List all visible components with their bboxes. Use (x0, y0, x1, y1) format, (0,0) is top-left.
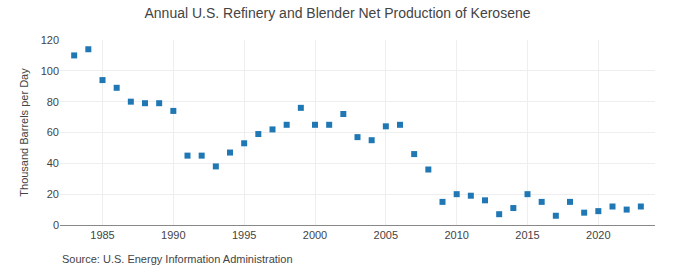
svg-text:Thousand Barrels per Day: Thousand Barrels per Day (18, 68, 30, 197)
svg-text:1990: 1990 (161, 229, 185, 241)
svg-text:80: 80 (47, 96, 59, 108)
svg-text:2010: 2010 (444, 229, 468, 241)
svg-text:0: 0 (53, 219, 59, 231)
svg-text:60: 60 (47, 126, 59, 138)
svg-text:2020: 2020 (586, 229, 610, 241)
svg-text:1985: 1985 (90, 229, 114, 241)
svg-text:120: 120 (41, 34, 59, 46)
svg-text:40: 40 (47, 157, 59, 169)
svg-text:2015: 2015 (515, 229, 539, 241)
svg-text:Annual U.S. Refinery and Blend: Annual U.S. Refinery and Blender Net Pro… (144, 5, 530, 21)
svg-text:Source: U.S. Energy Informatio: Source: U.S. Energy Information Administ… (62, 253, 293, 265)
svg-text:1995: 1995 (232, 229, 256, 241)
svg-text:20: 20 (47, 188, 59, 200)
svg-text:100: 100 (41, 65, 59, 77)
svg-text:2000: 2000 (303, 229, 327, 241)
svg-text:2005: 2005 (374, 229, 398, 241)
